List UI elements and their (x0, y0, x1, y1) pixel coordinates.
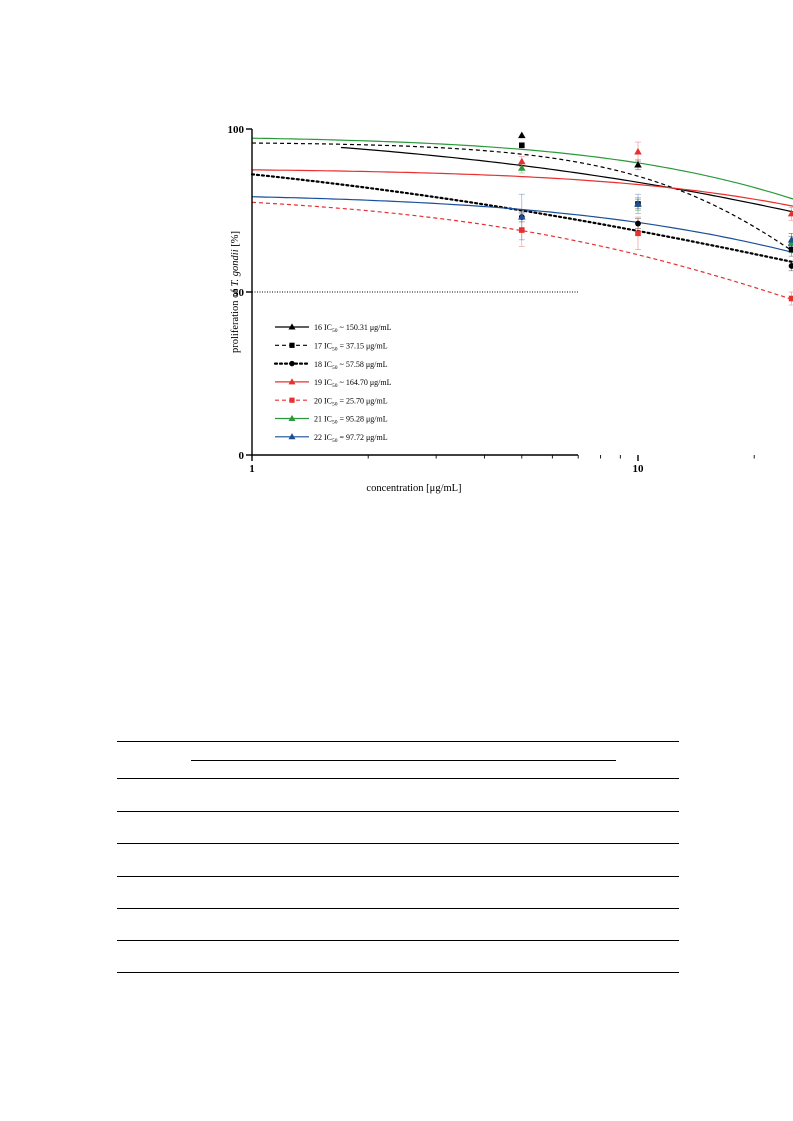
y-axis-label: proliferation of T. gondii [%] (230, 231, 241, 353)
table-row-rule (117, 876, 679, 877)
data-point-19 (634, 147, 642, 155)
y-tick-label: 50 (233, 287, 245, 299)
data-point-20 (788, 295, 793, 302)
y-axis-label-organism: T. gondii (230, 249, 241, 286)
table-row-rule (117, 778, 679, 779)
legend-marker (288, 414, 296, 421)
legend-label: 18 IC50 ~ 57.58 μg/mL (314, 360, 388, 371)
legend-item-17: 17 IC50 = 37.15 μg/mL (275, 342, 388, 353)
fit-curve-19 (252, 169, 793, 207)
data-point-18 (788, 262, 793, 269)
x-axis-label: concentration [μg/mL] (366, 483, 461, 494)
y-axis-label-suffix: [%] (230, 231, 241, 249)
table-row-rule (117, 811, 679, 812)
data-point-22 (634, 200, 642, 207)
y-axis-label-prefix: proliferation of (230, 287, 241, 353)
data-point-19 (787, 209, 793, 217)
legend-item-21: 21 IC50 = 95.28 μg/mL (275, 415, 388, 426)
legend-marker (288, 378, 296, 385)
x-tick-label: 10 (633, 463, 645, 475)
fit-curve-21 (251, 137, 793, 200)
legend-label: 16 IC50 ~ 150.31 μg/mL (314, 323, 392, 334)
fit-curve-16 (340, 146, 793, 213)
x-tick-label: 1 (249, 463, 255, 475)
legend-label: 21 IC50 = 95.28 μg/mL (314, 415, 388, 426)
data-point-20 (635, 230, 641, 237)
legend-marker (288, 433, 296, 440)
legend-marker (289, 360, 295, 367)
legend-label: 20 IC50 = 25.70 μg/mL (314, 396, 388, 407)
fit-curves (250, 137, 793, 301)
fit-curve-20 (251, 201, 793, 301)
data-point-21 (518, 164, 526, 171)
table-row-rule (117, 843, 679, 844)
legend-item-19: 19 IC50 ~ 164.70 μg/mL (275, 378, 392, 389)
legend-marker (289, 397, 295, 403)
fit-curve-17 (251, 142, 793, 253)
data-point-18 (635, 220, 641, 227)
data-point-17 (519, 142, 525, 149)
tick-labels: 110100050100 (228, 124, 645, 475)
y-tick-label: 100 (228, 124, 245, 136)
table-row-rule (117, 908, 679, 909)
data-point-22 (518, 213, 526, 220)
table-row-rule (117, 940, 679, 941)
y-tick-label: 0 (239, 450, 245, 462)
legend-label: 19 IC50 ~ 164.70 μg/mL (314, 378, 392, 389)
legend-item-20: 20 IC50 = 25.70 μg/mL (275, 396, 388, 407)
data-point-16 (634, 160, 642, 168)
error-bars (518, 141, 793, 306)
data-point-22 (787, 235, 793, 243)
table-header-subrule (191, 760, 616, 761)
data-point-20 (519, 227, 525, 233)
legend-item-16: 16 IC50 ~ 150.31 μg/mL (275, 323, 392, 334)
legend-marker (288, 323, 296, 330)
legend-label: 22 IC50 = 97.72 μg/mL (314, 433, 388, 444)
data-point-16 (518, 131, 526, 139)
data-point-17 (788, 246, 793, 253)
legend-item-22: 22 IC50 = 97.72 μg/mL (275, 433, 388, 444)
legend-label: 17 IC50 = 37.15 μg/mL (314, 342, 388, 353)
legend-marker (289, 342, 295, 348)
table-bottom-rule (117, 972, 679, 973)
axes (246, 128, 755, 461)
data-points (518, 131, 793, 302)
fit-curve-22 (251, 196, 793, 254)
legend: 16 IC50 ~ 150.31 μg/mL 17 IC50 = 37.15 μg… (273, 323, 392, 444)
table-top-rule (117, 741, 679, 742)
data-point-19 (518, 157, 526, 165)
legend-item-18: 18 IC50 ~ 57.58 μg/mL (273, 360, 388, 371)
